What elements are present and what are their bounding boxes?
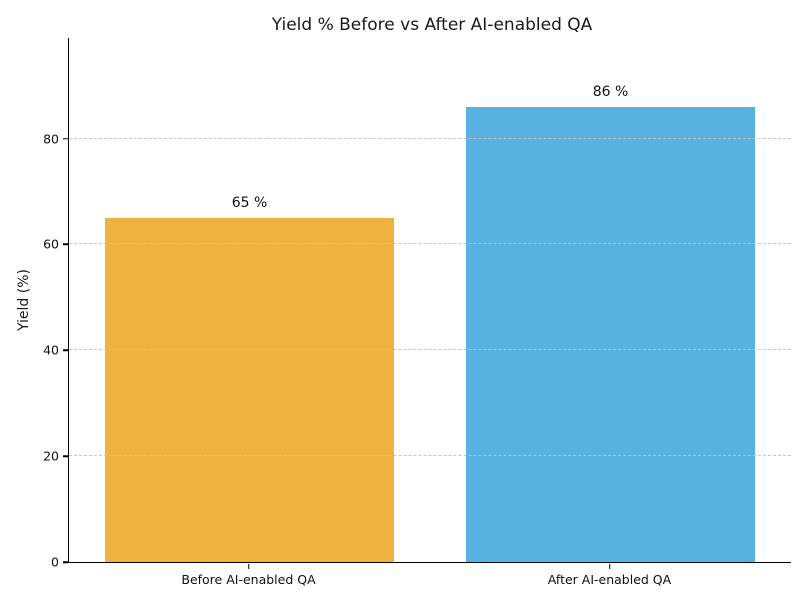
y-tick-label: 40: [43, 342, 59, 358]
plot-area: 65 % 86 %: [68, 38, 791, 563]
y-tick-label: 0: [51, 554, 59, 570]
chart-title: Yield % Before vs After AI-enabled QA: [271, 15, 593, 35]
y-axis-label: Yield (%): [16, 268, 32, 332]
x-category-label: Before AI-enabled QA: [181, 572, 316, 587]
bar-1: [466, 106, 755, 562]
y-tick-label: 20: [43, 448, 59, 464]
gridline-y-40: [69, 349, 791, 351]
y-tick-label: 60: [43, 236, 59, 252]
x-tick-mark: [608, 563, 611, 569]
x-category-label: After AI-enabled QA: [547, 572, 672, 587]
gridline-y-60: [69, 243, 791, 245]
y-tick-mark: [63, 455, 68, 457]
gridline-y-20: [69, 455, 791, 457]
bar-0: [105, 217, 394, 562]
y-tick-label: 80: [43, 131, 59, 147]
y-tick-mark: [63, 243, 68, 246]
y-tick-mark: [63, 137, 68, 140]
gridline-y-80: [69, 137, 791, 139]
x-tick-mark: [247, 563, 250, 569]
bar-value-label: 86 %: [592, 83, 629, 100]
y-tick-mark: [63, 349, 68, 352]
bar-value-label: 65 %: [231, 194, 268, 211]
y-tick-mark: [63, 561, 68, 563]
